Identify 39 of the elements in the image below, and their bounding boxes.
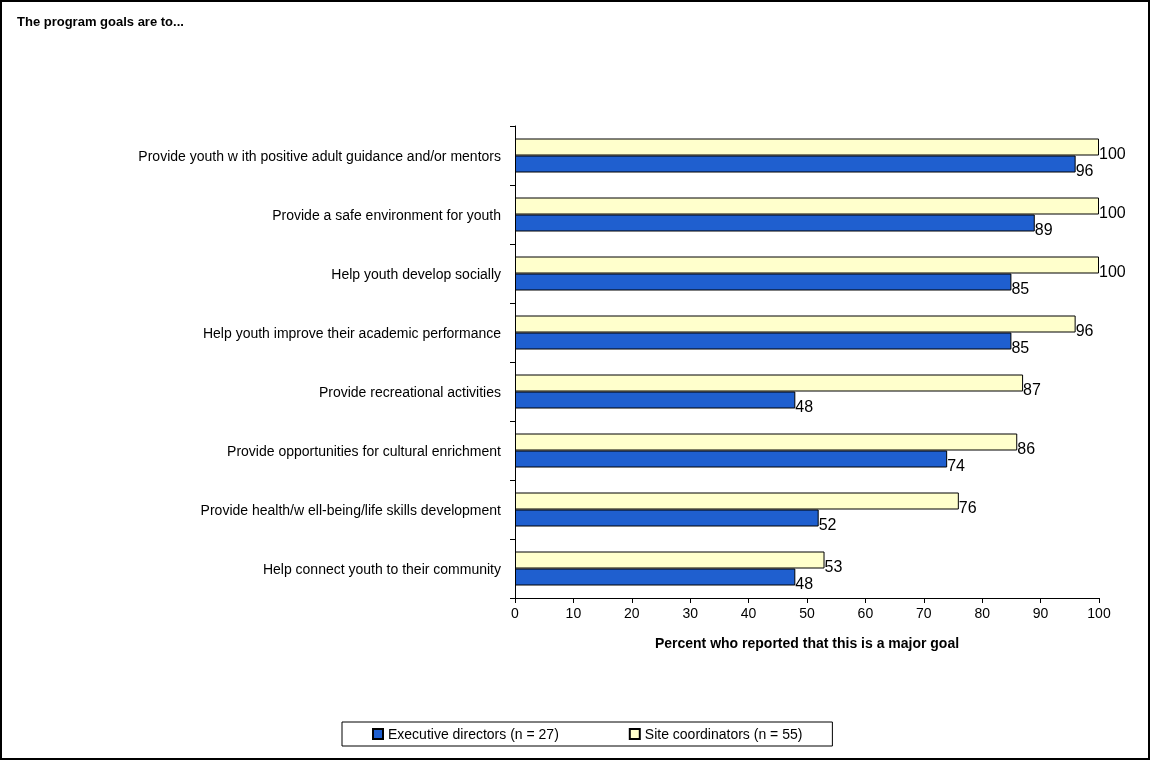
x-tick-label: 50 bbox=[799, 605, 815, 621]
data-label: 89 bbox=[1034, 220, 1053, 238]
y-tick-label: Provide a safe environment for youth bbox=[272, 206, 501, 223]
text: The program goals are to... bbox=[17, 14, 184, 29]
data-label: 96 bbox=[1075, 321, 1094, 339]
y-tick-label: Provide health/w ell-being/life skills development bbox=[200, 501, 502, 518]
x-tick-label: 30 bbox=[682, 605, 699, 621]
y-tick-label: Help youth improve their academic performance bbox=[202, 324, 502, 341]
data-label: 85 bbox=[1011, 338, 1030, 356]
data-label: 100 bbox=[1099, 262, 1126, 280]
legend-label: Site coordinators (n = 55) bbox=[644, 726, 803, 742]
y-tick-label: Provide opportunities for cultural enrichment bbox=[227, 442, 502, 459]
data-label: 74 bbox=[947, 456, 966, 474]
data-label: 76 bbox=[958, 498, 977, 516]
x-tick-label: 10 bbox=[565, 605, 582, 621]
data-label: 48 bbox=[795, 397, 814, 415]
data-label: 53 bbox=[824, 557, 843, 575]
x-tick-label: 20 bbox=[624, 605, 640, 621]
y-tick-label: Help connect youth to their community bbox=[262, 560, 501, 577]
data-label: 87 bbox=[1023, 380, 1041, 398]
x-tick-label: 60 bbox=[857, 605, 874, 621]
x-tick-label: 80 bbox=[974, 605, 991, 621]
x-tick-label: 70 bbox=[916, 605, 932, 621]
x-tick-label: 40 bbox=[740, 605, 757, 621]
x-tick-label: 0 bbox=[511, 605, 520, 621]
data-label: 52 bbox=[818, 515, 837, 533]
data-label: 86 bbox=[1017, 439, 1036, 457]
x-tick-label: 100 bbox=[1087, 605, 1111, 621]
data-label: 100 bbox=[1099, 203, 1126, 221]
data-label: 100 bbox=[1099, 144, 1126, 162]
x-axis-title: Percent who reported that this is a major goal bbox=[654, 635, 960, 651]
y-tick-label: Provide recreational activities bbox=[318, 383, 501, 400]
y-tick-label: Provide youth w ith positive adult guidance and/or mentors bbox=[138, 147, 501, 164]
x-tick-label: 90 bbox=[1032, 605, 1049, 621]
data-label: 85 bbox=[1011, 279, 1030, 297]
data-label: 48 bbox=[795, 574, 814, 592]
y-tick-label: Help youth develop socially bbox=[331, 265, 501, 282]
legend-label: Executive directors (n = 27) bbox=[388, 726, 559, 742]
data-label: 96 bbox=[1075, 161, 1094, 179]
